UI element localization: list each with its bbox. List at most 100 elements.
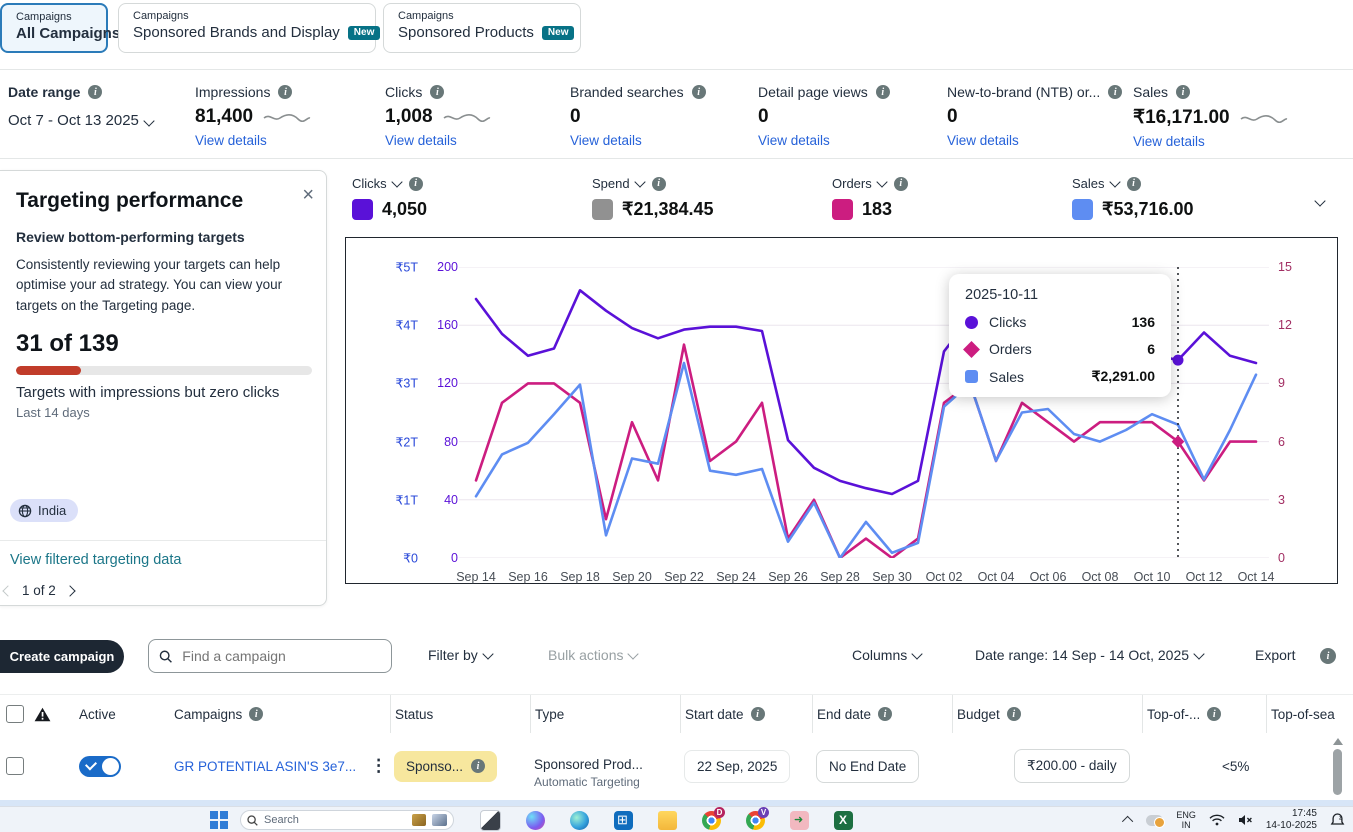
chrome-profile-v-icon[interactable]: V [746, 811, 765, 830]
sparkline [443, 109, 491, 125]
kebab-menu-icon[interactable]: ⋮ [370, 756, 387, 776]
page-next-icon[interactable] [64, 585, 75, 596]
view-details-link[interactable]: View details [1133, 134, 1288, 149]
info-icon[interactable]: i [692, 85, 706, 99]
notification-bell-icon[interactable]: z [1330, 813, 1345, 827]
close-icon[interactable]: × [302, 185, 314, 205]
info-icon[interactable]: i [88, 85, 102, 99]
widgets-icon[interactable] [480, 810, 501, 831]
chart-metric-dropdown[interactable]: Orders [832, 176, 886, 191]
info-icon[interactable]: i [1007, 707, 1021, 721]
chart-metric-value: 4,050 [382, 199, 427, 220]
sparkline [263, 109, 311, 125]
date-range-cell: Date range i Oct 7 - Oct 13 2025 [8, 84, 153, 129]
bulk-actions-dropdown[interactable]: Bulk actions [548, 647, 637, 663]
info-icon[interactable]: i [876, 85, 890, 99]
page-indicator: 1 of 2 [22, 583, 56, 598]
globe-icon [18, 504, 32, 518]
date-range-selector[interactable]: Oct 7 - Oct 13 2025 [8, 112, 153, 129]
row-checkbox[interactable] [6, 757, 24, 775]
new-badge: New [348, 26, 381, 40]
scrollbar-thumb[interactable] [1333, 749, 1342, 795]
info-icon[interactable]: i [1127, 177, 1141, 191]
header-top-of-search[interactable]: Top-of-... [1147, 707, 1200, 722]
edge-icon[interactable] [570, 811, 589, 830]
collapse-chart-icon[interactable] [1310, 194, 1324, 212]
chart-metric-dropdown[interactable]: Spend [592, 176, 644, 191]
table-scrollbar[interactable] [1332, 738, 1343, 800]
select-all-checkbox[interactable] [6, 705, 24, 723]
view-details-link[interactable]: View details [947, 133, 1122, 148]
header-active[interactable]: Active [79, 707, 116, 722]
windows-start-button[interactable] [210, 811, 228, 829]
table-date-range-dropdown[interactable]: Date range: 14 Sep - 14 Oct, 2025 [975, 647, 1203, 663]
end-date-field[interactable]: No End Date [816, 750, 919, 783]
view-details-link[interactable]: View details [195, 133, 311, 148]
orders-axis-tick: 15 [1278, 260, 1292, 274]
info-icon[interactable]: i [1176, 85, 1190, 99]
excel-icon[interactable] [834, 811, 853, 830]
budget-field[interactable]: ₹200.00 - daily [1014, 749, 1130, 783]
status-badge[interactable]: Sponso...i [394, 751, 497, 782]
header-start-date[interactable]: Start date [685, 707, 744, 722]
tooltip-row-clicks: Clicks136 [965, 314, 1155, 330]
header-budget[interactable]: Budget [957, 707, 1000, 722]
header-end-date[interactable]: End date [817, 707, 871, 722]
tab-sponsored-brands-display[interactable]: Campaigns Sponsored Brands and Display N… [118, 3, 376, 53]
info-icon[interactable]: i [878, 707, 892, 721]
campaign-name-link[interactable]: GR POTENTIAL ASIN'S 3e7... [174, 759, 356, 774]
tab-all-campaigns[interactable]: Campaigns All Campaigns [0, 3, 108, 53]
info-icon[interactable]: i [1108, 85, 1122, 99]
chart-metric-dropdown[interactable]: Sales [1072, 176, 1119, 191]
create-campaign-button[interactable]: Create campaign [0, 640, 124, 673]
copilot-icon[interactable] [526, 811, 545, 830]
view-details-link[interactable]: View details [570, 133, 706, 148]
page-prev-icon[interactable] [2, 585, 13, 596]
info-icon[interactable]: i [430, 85, 444, 99]
info-icon[interactable]: i [249, 707, 263, 721]
info-icon[interactable]: i [751, 707, 765, 721]
volume-muted-icon[interactable] [1238, 814, 1253, 826]
view-filtered-targeting-link[interactable]: View filtered targeting data [10, 552, 181, 568]
file-explorer-icon[interactable] [658, 811, 677, 830]
info-icon[interactable]: i [1207, 707, 1221, 721]
chart-metric-dropdown[interactable]: Clicks [352, 176, 401, 191]
scroll-up-arrow[interactable] [1333, 738, 1343, 745]
sales-axis-tick: ₹1T [395, 492, 418, 507]
metric-color-swatch [592, 199, 613, 220]
campaign-active-toggle[interactable] [79, 756, 121, 777]
export-button[interactable]: Export [1255, 647, 1295, 663]
taskbar-search[interactable]: Search [240, 810, 454, 830]
filter-by-dropdown[interactable]: Filter by [428, 647, 492, 663]
campaign-search[interactable] [148, 639, 392, 673]
campaign-targeting-type: Automatic Targeting [534, 775, 680, 789]
info-icon[interactable]: i [409, 177, 423, 191]
campaign-search-input[interactable] [180, 647, 381, 665]
view-details-link[interactable]: View details [385, 133, 491, 148]
check-icon [85, 758, 97, 770]
taskbar-clock[interactable]: 17:4514-10-2025 [1266, 808, 1317, 832]
header-campaigns[interactable]: Campaigns [174, 707, 242, 722]
export-info-icon[interactable]: i [1320, 648, 1336, 664]
store-icon[interactable] [614, 811, 633, 830]
orders-axis-tick: 0 [1278, 551, 1285, 565]
language-indicator[interactable]: ENGIN [1176, 810, 1196, 831]
share-app-icon[interactable] [790, 811, 809, 830]
info-icon[interactable]: i [278, 85, 292, 99]
tray-expand-icon[interactable] [1122, 816, 1133, 827]
header-status[interactable]: Status [395, 707, 433, 722]
info-icon[interactable]: i [894, 177, 908, 191]
x-axis-tick: Oct 02 [926, 570, 963, 584]
tab-sponsored-products[interactable]: Campaigns Sponsored Products New [383, 3, 581, 53]
wifi-icon[interactable] [1209, 814, 1225, 826]
header-top-of-search-2[interactable]: Top-of-sea [1271, 707, 1335, 722]
chrome-profile-d-icon[interactable]: D [702, 811, 721, 830]
info-icon[interactable]: i [471, 759, 485, 773]
view-details-link[interactable]: View details [758, 133, 890, 148]
header-type[interactable]: Type [535, 707, 564, 722]
start-date-field[interactable]: 22 Sep, 2025 [684, 750, 790, 783]
x-axis-tick: Oct 06 [1030, 570, 1067, 584]
info-icon[interactable]: i [652, 177, 666, 191]
onedrive-alert-icon[interactable] [1146, 815, 1163, 826]
columns-dropdown[interactable]: Columns [852, 647, 921, 663]
